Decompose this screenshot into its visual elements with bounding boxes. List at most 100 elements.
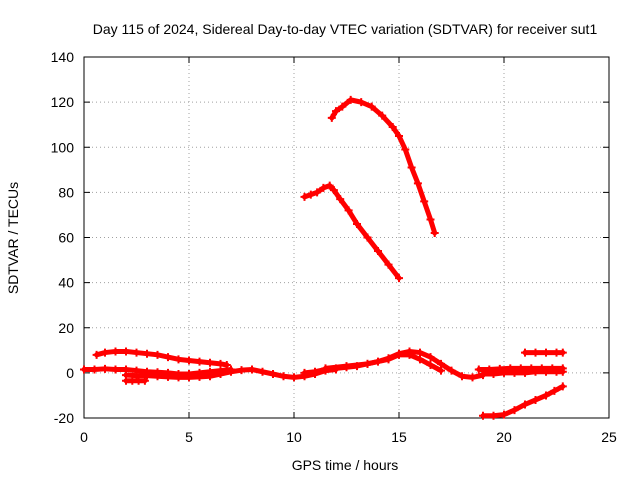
data-point	[153, 372, 162, 381]
data-point	[143, 371, 151, 380]
data-point	[367, 102, 376, 111]
series-arc-right-band-2	[479, 367, 567, 379]
data-point	[363, 233, 372, 242]
data-point	[332, 107, 340, 116]
y-tick-label: 100	[51, 139, 75, 155]
data-point	[500, 410, 508, 419]
series-arc-right-lower	[479, 382, 567, 420]
data-point	[468, 373, 477, 382]
data-point	[248, 365, 256, 374]
data-point	[185, 356, 193, 365]
series-arc-middle	[300, 347, 487, 382]
series-arc-high-2	[300, 181, 403, 283]
data-point	[405, 350, 414, 359]
data-point	[300, 368, 309, 377]
data-point	[111, 347, 120, 356]
x-axis-label: GPS time / hours	[292, 457, 399, 473]
data-point	[426, 360, 435, 369]
x-tick-label: 25	[601, 429, 617, 445]
y-axis-label: SDTVAR / TECUs	[5, 182, 21, 294]
data-point	[353, 219, 361, 228]
data-point	[174, 355, 183, 364]
data-point	[164, 353, 172, 362]
y-tick-label: -20	[54, 410, 74, 426]
data-point	[374, 247, 382, 256]
data-point	[290, 373, 298, 382]
data-point	[195, 372, 204, 381]
y-tick-label: 140	[51, 49, 75, 65]
data-point	[558, 348, 567, 357]
y-tick-label: 120	[51, 94, 75, 110]
series-line	[329, 97, 438, 236]
data-point	[426, 215, 435, 224]
data-point	[344, 206, 353, 215]
data-point	[378, 111, 387, 120]
y-tick-label: 80	[58, 184, 74, 200]
data-point	[357, 98, 366, 107]
data-point	[479, 411, 487, 420]
data-point	[437, 366, 445, 375]
data-point	[521, 400, 529, 409]
data-point	[437, 359, 445, 368]
data-point	[384, 260, 393, 269]
data-point	[388, 122, 397, 131]
data-point	[279, 372, 288, 381]
data-point	[164, 372, 172, 381]
data-point	[101, 348, 109, 357]
data-point	[216, 359, 225, 368]
data-point	[306, 190, 315, 199]
data-point	[342, 362, 351, 371]
data-point	[325, 181, 334, 190]
data-point	[395, 350, 403, 359]
data-point	[227, 367, 235, 376]
data-point	[426, 353, 435, 362]
series-arc-high-1	[327, 95, 439, 237]
data-point	[311, 367, 319, 376]
data-point	[140, 376, 149, 385]
data-point	[321, 364, 330, 373]
data-point	[489, 370, 498, 379]
axis-ticks: 0 5 10 15 20 25 -20 0 20 40 60 80 100 120 140	[51, 49, 617, 445]
chart-title: Day 115 of 2024, Sidereal Day-to-day VTE…	[93, 21, 598, 37]
y-tick-label: 0	[66, 365, 74, 381]
data-point	[416, 348, 424, 357]
data-point	[327, 113, 336, 122]
data-point	[430, 228, 439, 237]
data-point	[92, 350, 101, 359]
data-point	[407, 163, 416, 172]
data-point	[122, 347, 130, 356]
data-point	[474, 365, 483, 374]
data-point	[206, 372, 214, 381]
data-point	[550, 386, 559, 395]
x-tick-label: 10	[286, 429, 302, 445]
data-point	[132, 371, 141, 380]
data-point	[269, 370, 277, 379]
data-point	[413, 179, 422, 188]
data-point	[80, 365, 88, 374]
data-point	[416, 355, 424, 364]
data-point	[319, 183, 328, 192]
data-point	[510, 406, 519, 415]
data-point	[521, 368, 529, 377]
data-point	[558, 367, 567, 376]
series-line	[323, 352, 444, 374]
data-point	[237, 366, 246, 375]
x-tick-label: 0	[80, 429, 88, 445]
data-point	[185, 373, 193, 382]
data-point	[510, 368, 519, 377]
data-point	[329, 186, 338, 195]
data-point	[338, 102, 347, 111]
data-point	[174, 373, 183, 382]
data-point	[531, 348, 540, 357]
data-point	[195, 357, 204, 366]
data-point	[111, 365, 120, 374]
y-tick-label: 60	[58, 230, 74, 246]
series-arc-right-upper	[521, 348, 567, 357]
data-point	[395, 131, 403, 140]
data-point	[336, 195, 345, 204]
data-point	[479, 370, 487, 379]
data-point	[395, 274, 403, 283]
data-point	[206, 358, 214, 367]
data-point	[346, 95, 355, 104]
